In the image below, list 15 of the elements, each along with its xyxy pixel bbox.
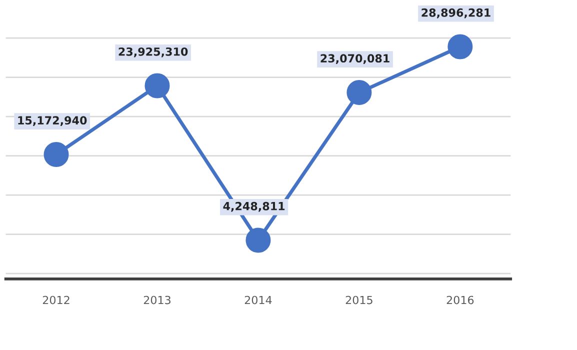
point (346, 80, 372, 105)
point (448, 34, 473, 60)
point (44, 142, 69, 167)
data-label: 23,070,081 (320, 54, 390, 64)
x-tick-label: 2016 (446, 296, 474, 304)
data-label: 4,248,811 (223, 202, 285, 212)
data-label: 28,896,281 (422, 8, 490, 18)
x-tick-label: 2012 (42, 296, 70, 304)
x-tick-label: 2015 (346, 296, 372, 304)
x-tick-label: 2014 (244, 296, 272, 304)
point (144, 73, 170, 98)
point (246, 228, 271, 253)
data-label: 23,925,310 (118, 47, 188, 58)
data-label: 15,172,940 (18, 116, 87, 126)
x-tick-label: 2013 (144, 296, 170, 304)
